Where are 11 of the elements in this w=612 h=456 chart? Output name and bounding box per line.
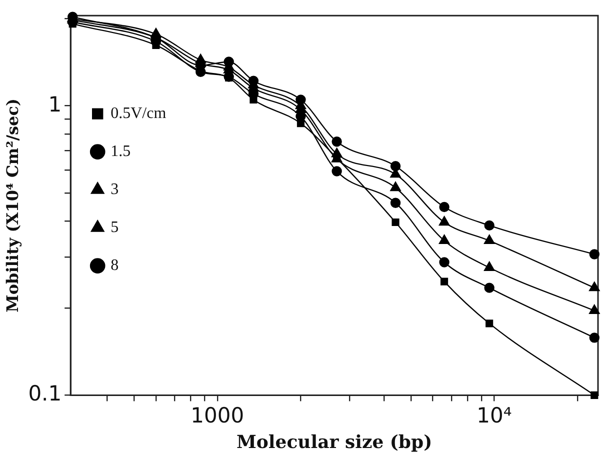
legend-label: 8 [110, 257, 119, 274]
legend-label: 5 [110, 219, 119, 236]
y-axis-title: Mobility (X10⁴ Cm²/sec) [2, 98, 22, 312]
legend-label: 3 [110, 181, 119, 198]
x-tick-label: 1000 [190, 403, 244, 428]
y-tick-label: 0.1 [28, 382, 62, 406]
legend-label: 0.5V/cm [110, 105, 167, 122]
x-axis-title: Molecular size (bp) [236, 432, 432, 453]
y-tick-label: 1 [48, 92, 62, 116]
x-tick-label: 10⁴ [476, 403, 512, 428]
legend-label: 1.5 [110, 143, 131, 160]
